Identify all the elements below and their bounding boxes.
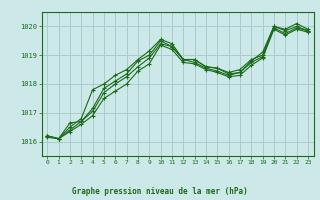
Text: Graphe pression niveau de la mer (hPa): Graphe pression niveau de la mer (hPa) (72, 187, 248, 196)
